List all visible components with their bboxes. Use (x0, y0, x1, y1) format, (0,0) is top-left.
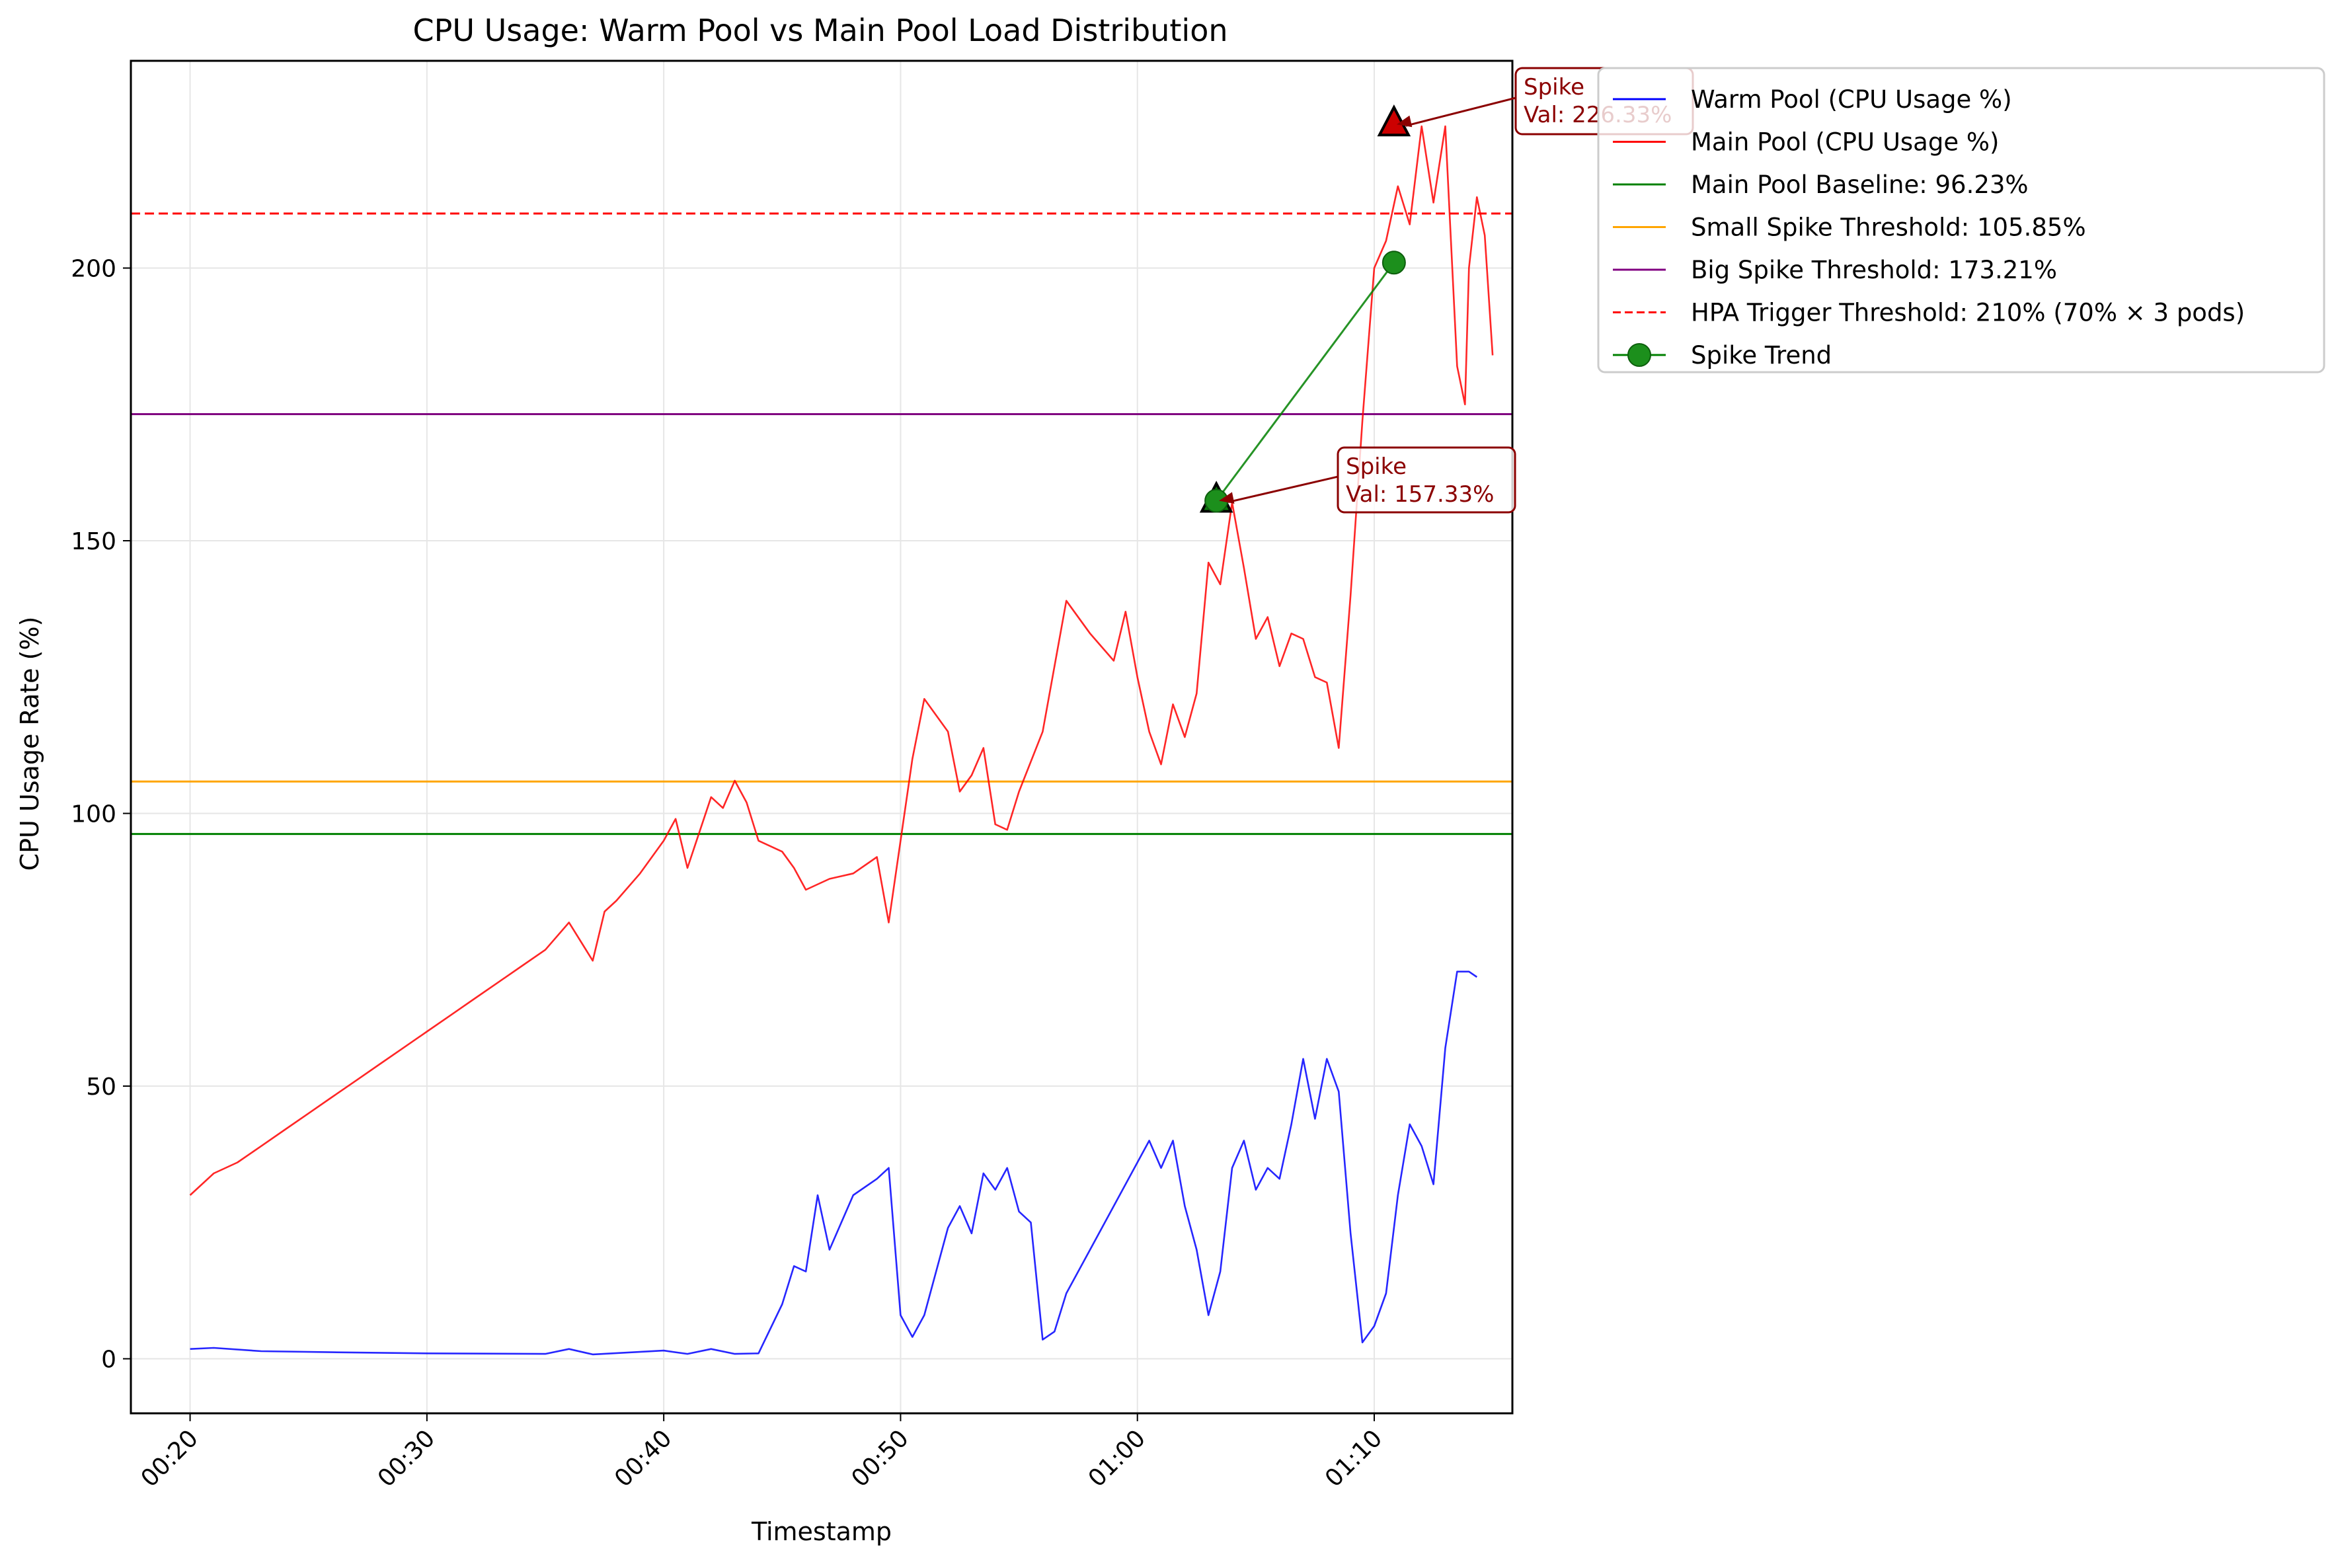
y-tick-label: 50 (86, 1074, 116, 1101)
annotation-box (1337, 446, 1516, 514)
y-axis-label: CPU Usage Rate (%) (15, 617, 44, 871)
y-tick-label: 150 (71, 528, 116, 555)
legend-label: Big Spike Threshold: 173.21% (1691, 256, 2057, 284)
grid-layer (131, 61, 1512, 1413)
legend: Warm Pool (CPU Usage %) Main Pool (CPU Us… (1597, 67, 2325, 373)
legend-box (1597, 67, 2325, 373)
annotation-title: Spike (1346, 453, 1407, 480)
plot-frame (130, 59, 1514, 1415)
series-line-1 (189, 125, 1494, 1196)
annotation-arrow (1227, 475, 1339, 503)
annotation-arrowhead (1396, 115, 1413, 128)
legend-label: Main Pool Baseline: 96.23% (1691, 171, 2029, 199)
legend-marker (1627, 343, 1651, 367)
y-tick-label: 100 (71, 801, 116, 828)
x-axis-label: Timestamp (751, 1517, 892, 1546)
y-tick-label: 0 (101, 1347, 116, 1374)
spike-trend-line (1215, 262, 1395, 502)
series-line-0 (190, 970, 1478, 1356)
spike-marker (1377, 104, 1411, 137)
plot-layer (131, 104, 1512, 1356)
spike-trend-point (1382, 251, 1406, 275)
annotation-arrow (1405, 97, 1516, 127)
annotation-title: Spike (1524, 74, 1584, 100)
legend-label: Warm Pool (CPU Usage %) (1691, 85, 2012, 114)
legend-label: Main Pool (CPU Usage %) (1691, 128, 1999, 157)
legend-label: Spike Trend (1691, 341, 1832, 370)
annotation-value: Val: 157.33% (1346, 481, 1494, 508)
legend-label: Small Spike Threshold: 105.85% (1691, 214, 2086, 242)
annotation-arrowhead (1219, 492, 1235, 504)
chart-title: CPU Usage: Warm Pool vs Main Pool Load D… (412, 13, 1227, 48)
legend-label: HPA Trigger Threshold: 210% (70% × 3 pod… (1691, 299, 2245, 327)
y-tick-label: 200 (71, 256, 116, 283)
